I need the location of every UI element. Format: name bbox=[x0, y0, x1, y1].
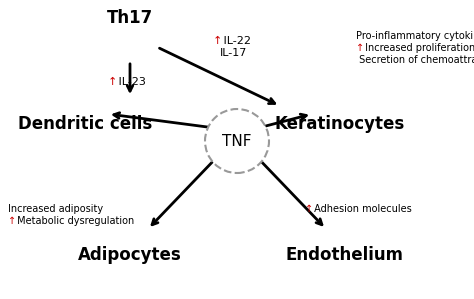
Text: Keratinocytes: Keratinocytes bbox=[275, 115, 405, 133]
Text: ↑: ↑ bbox=[305, 204, 313, 214]
Text: Secretion of chemoattractants: Secretion of chemoattractants bbox=[356, 55, 474, 65]
Text: Th17: Th17 bbox=[107, 9, 153, 27]
Text: Increased adiposity: Increased adiposity bbox=[8, 204, 103, 214]
Text: Endothelium: Endothelium bbox=[286, 246, 404, 264]
Text: Pro-inflammatory cytokines: Pro-inflammatory cytokines bbox=[356, 31, 474, 41]
Text: Dendritic cells: Dendritic cells bbox=[18, 115, 152, 133]
Text: ↑: ↑ bbox=[356, 43, 364, 53]
Text: ↑: ↑ bbox=[8, 216, 16, 226]
Text: ↑: ↑ bbox=[108, 77, 118, 87]
Text: TNF: TNF bbox=[222, 133, 252, 149]
Text: Increased proliferation: Increased proliferation bbox=[362, 43, 474, 53]
Text: IL-23: IL-23 bbox=[115, 77, 146, 87]
Text: IL-22: IL-22 bbox=[220, 36, 251, 46]
Text: Adipocytes: Adipocytes bbox=[78, 246, 182, 264]
Text: ↑: ↑ bbox=[213, 36, 222, 46]
Text: Adhesion molecules: Adhesion molecules bbox=[311, 204, 412, 214]
Text: Metabolic dysregulation: Metabolic dysregulation bbox=[14, 216, 134, 226]
Text: IL-17: IL-17 bbox=[220, 48, 247, 58]
Circle shape bbox=[205, 109, 269, 173]
